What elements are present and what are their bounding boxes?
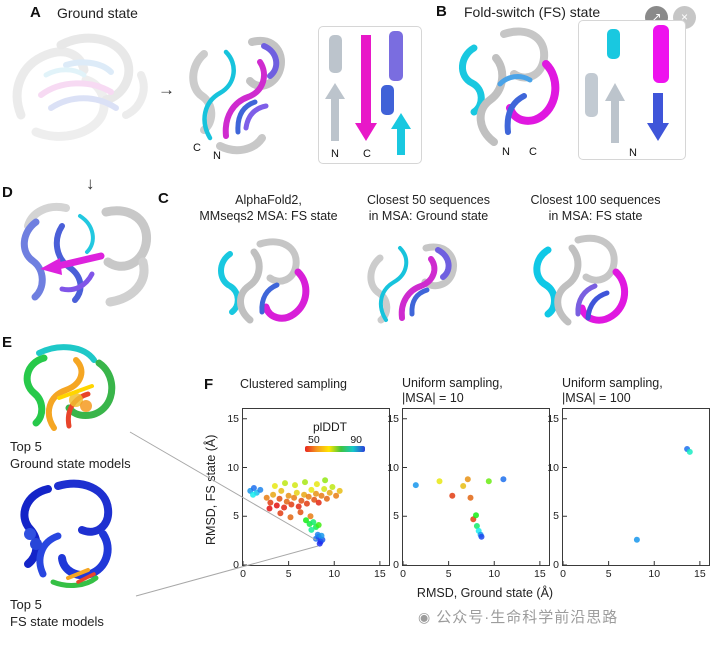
plddt-colorbar (305, 446, 365, 452)
y-tick-label: 0 (393, 559, 399, 571)
y-tick-label: 0 (233, 559, 239, 571)
share-icon: ↗ (651, 10, 662, 24)
plot2-title: Uniform sampling, |MSA| = 10 (402, 376, 503, 405)
panel-c-item1-title: AlphaFold2, MMseqs2 MSA: FS state (199, 193, 338, 223)
panel-f-label: F (204, 376, 214, 393)
x-tick-label: 15 (374, 568, 386, 580)
panel-c-item3-title: Closest 100 sequences in MSA: FS state (530, 193, 661, 223)
x-tick-label: 10 (488, 568, 501, 580)
y-tick-label: 15 (547, 412, 559, 425)
x-tick-label: 10 (328, 568, 341, 580)
protein-structure-domain-swapped (20, 203, 152, 307)
protein-structure-fs-state (459, 27, 560, 146)
watermark-text: 公众号·生命科学前沿思路 (436, 609, 619, 626)
topology-a-c-label: C (363, 148, 371, 160)
topology-a-n-label: N (331, 148, 339, 160)
plddt-max: 90 (350, 434, 362, 446)
protein-structure-top5-ground-models (23, 344, 116, 431)
scatter-plot-uniform-msa10: 0 5 10 15 0 5 10 15 (387, 408, 550, 580)
x-tick-label: 15 (534, 568, 546, 580)
plddt-legend: plDDT 50 90 (305, 420, 365, 452)
close-icon: × (680, 10, 688, 24)
y-tick-label: 5 (393, 510, 399, 523)
y-tick-label: 10 (387, 461, 399, 474)
x-tick-label: 5 (285, 568, 292, 580)
x-tick-label: 5 (445, 568, 452, 580)
ground-state-c-terminus: C (193, 142, 201, 154)
topology-fs-state-shapes: N (585, 25, 669, 159)
x-tick-label: 15 (694, 568, 706, 580)
panel-c-label: C (158, 190, 169, 207)
y-axis-label: RMSD, FS state (Å) (204, 434, 218, 545)
plddt-label: plDDT (313, 420, 348, 434)
plddt-range: 50 90 (305, 434, 365, 446)
panel-e-label: E (2, 334, 13, 351)
ground-state-n-terminus: N (213, 150, 221, 162)
panel-c-item2-title: Closest 50 sequences in MSA: Ground stat… (367, 193, 490, 223)
scatter-points-layer (403, 418, 541, 565)
plot1-title: Clustered sampling (240, 377, 347, 391)
protein-structure-top5-fs-models (20, 479, 113, 588)
protein-structure-ghost-complex (12, 33, 148, 141)
watermark: ◉ 公众号·生命科学前沿思路 (418, 606, 618, 627)
scatter-points-layer (563, 418, 701, 565)
y-tick-label: 5 (233, 510, 239, 523)
y-tick-label: 15 (387, 412, 399, 425)
fs-state-c-terminus: C (529, 146, 537, 158)
x-tick-label: 0 (560, 568, 566, 580)
protein-structure-closest100-fs-prediction (533, 235, 628, 326)
x-tick-label: 0 (400, 568, 406, 580)
topology-diagram-ground-state: N C (318, 26, 422, 164)
y-tick-label: 5 (553, 510, 559, 523)
y-tick-label: 0 (553, 559, 559, 571)
y-tick-label: 15 (227, 412, 239, 425)
panel-b-label: B (436, 3, 447, 20)
topology-ground-state-shapes: N C (325, 31, 411, 160)
panel-a-label: A (30, 4, 41, 21)
protein-structure-ground-state (189, 36, 285, 155)
arrow-ghost-to-fold-icon: → (158, 80, 175, 99)
x-axis-label: RMSD, Ground state (Å) (416, 586, 554, 600)
topology-diagram-fs-state: N (578, 20, 686, 160)
protein-structure-closest50-ground-prediction (367, 243, 457, 324)
fs-state-n-terminus: N (502, 146, 510, 158)
plot3-title: Uniform sampling, |MSA| = 100 (562, 376, 663, 405)
watermark-logo-icon: ◉ (418, 609, 432, 625)
panel-a-title: Ground state (57, 5, 138, 21)
scatter-plot-clustered-sampling: plDDT 50 90 0 5 10 15 0 5 10 15 (227, 408, 390, 580)
arrow-a-to-d-icon: ↓ (86, 174, 95, 193)
protein-structure-af2-fs-prediction (218, 238, 310, 324)
panel-b-title: Fold-switch (FS) state (464, 4, 601, 20)
scatter-plot-uniform-msa100: 0 5 10 15 0 5 10 15 (547, 408, 710, 580)
topology-b-n-label: N (629, 147, 637, 159)
y-tick-label: 10 (227, 461, 239, 474)
panel-d-label: D (2, 184, 13, 201)
top5-fs-caption: Top 5 FS state models (10, 597, 104, 629)
plddt-min: 50 (308, 434, 320, 446)
y-tick-label: 10 (547, 461, 559, 474)
x-tick-label: 5 (605, 568, 612, 580)
x-tick-label: 10 (648, 568, 661, 580)
top5-ground-caption: Top 5 Ground state models (10, 439, 131, 471)
